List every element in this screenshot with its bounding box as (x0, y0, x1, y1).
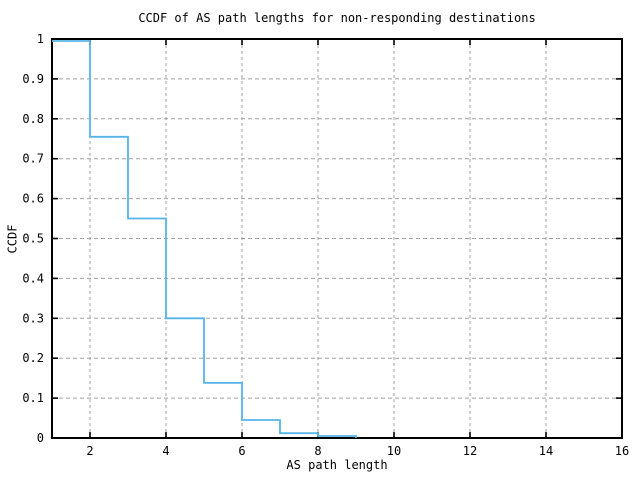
y-tick-label: 0 (37, 431, 44, 445)
x-tick-label: 16 (615, 444, 629, 458)
y-tick-label: 0.7 (22, 152, 44, 166)
plot-border (51, 38, 623, 439)
x-tick-label: 12 (463, 444, 477, 458)
x-axis-label: AS path length (286, 458, 388, 472)
y-tick-label: 0.5 (22, 232, 44, 246)
y-tick-label: 0.2 (22, 351, 44, 365)
y-tick-label: 0.1 (22, 391, 44, 405)
y-tick-label: 1 (37, 32, 44, 46)
y-tick-label: 0.3 (22, 311, 44, 325)
x-tick-label: 14 (539, 444, 553, 458)
x-tick-label: 2 (86, 444, 93, 458)
x-tick-label: 10 (387, 444, 401, 458)
ccdf-step-line (52, 40, 357, 438)
y-axis-label: CCDF (5, 224, 20, 254)
y-tick-label: 0.4 (22, 271, 44, 285)
y-tick-label: 0.8 (22, 112, 44, 126)
y-tick-label: 0.9 (22, 72, 44, 86)
x-tick-label: 6 (238, 444, 245, 458)
x-tick-label: 4 (162, 444, 169, 458)
chart-title: CCDF of AS path lengths for non-respondi… (138, 11, 536, 25)
x-tick-label: 8 (314, 444, 321, 458)
y-tick-label: 0.6 (22, 192, 44, 206)
